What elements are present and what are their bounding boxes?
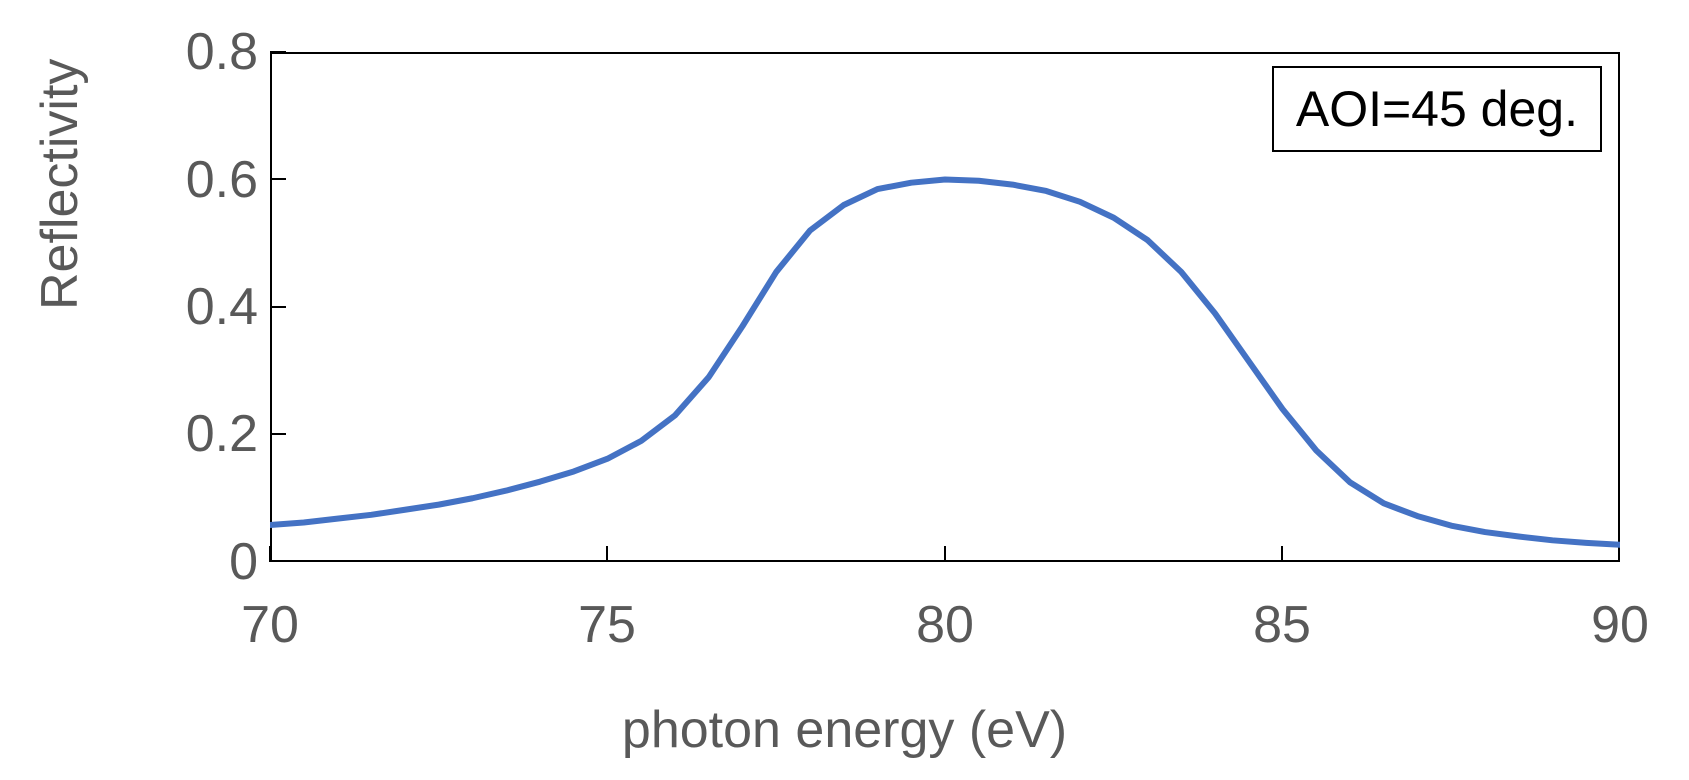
y-tick-1: 0.2 bbox=[158, 404, 258, 464]
x-tick-3: 85 bbox=[1232, 595, 1332, 655]
chart-area: AOI=45 deg. bbox=[270, 52, 1620, 562]
y-tick-2: 0.4 bbox=[158, 277, 258, 337]
y-axis-label: Reflectivity bbox=[30, 59, 90, 310]
x-tick-2: 80 bbox=[895, 595, 995, 655]
x-tick-1: 75 bbox=[557, 595, 657, 655]
reflectivity-line bbox=[270, 180, 1620, 545]
y-tick-0: 0 bbox=[158, 532, 258, 592]
x-tick-4: 90 bbox=[1570, 595, 1670, 655]
legend-text: AOI=45 deg. bbox=[1296, 81, 1578, 137]
x-tick-0: 70 bbox=[220, 595, 320, 655]
y-tick-3: 0.6 bbox=[158, 150, 258, 210]
y-tick-4: 0.8 bbox=[158, 22, 258, 82]
x-axis-label: photon energy (eV) bbox=[0, 700, 1689, 760]
legend-box: AOI=45 deg. bbox=[1272, 66, 1602, 152]
